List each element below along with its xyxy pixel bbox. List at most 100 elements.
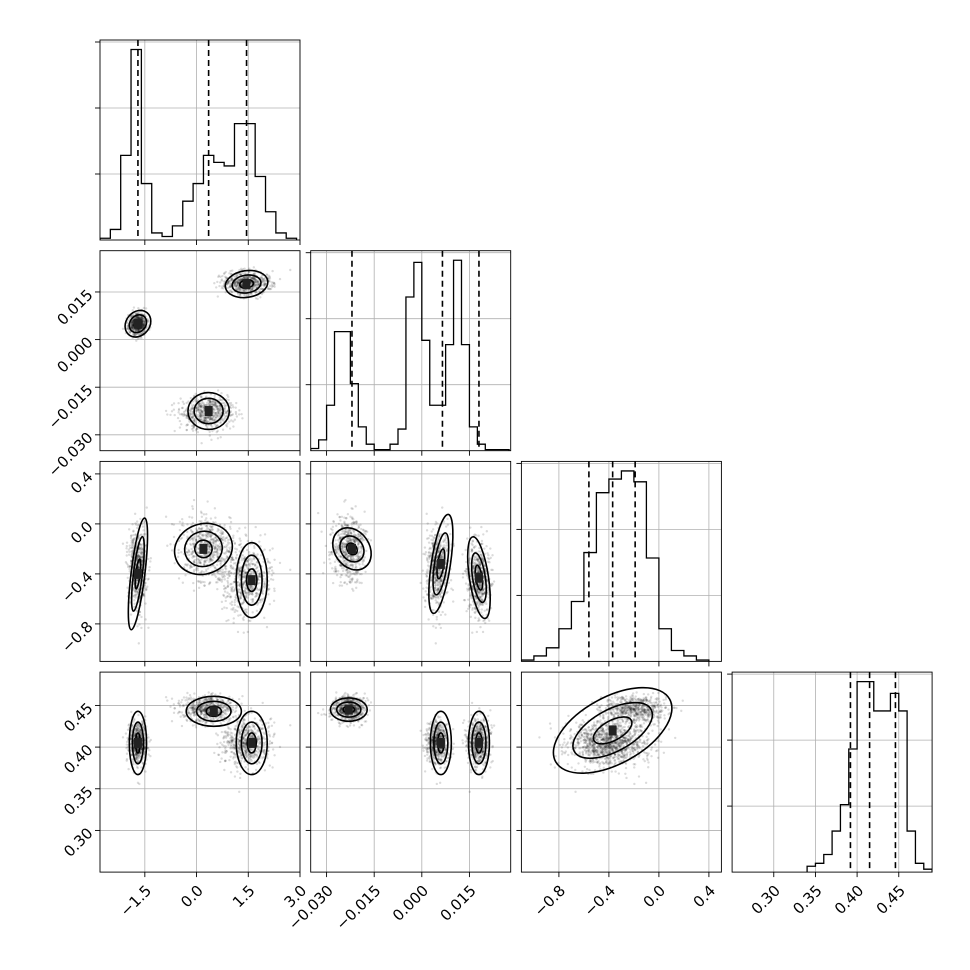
sample-point <box>478 602 482 606</box>
sample-point <box>195 558 198 561</box>
sample-point <box>260 292 264 296</box>
sample-point <box>182 402 186 406</box>
sample-point <box>135 523 138 526</box>
sample-point <box>141 547 144 551</box>
sample-point <box>128 331 132 335</box>
sample-point <box>208 417 212 421</box>
sample-point <box>260 287 264 291</box>
sample-point <box>212 541 216 545</box>
sample-point <box>232 406 235 409</box>
sample-point <box>214 581 218 584</box>
sample-point <box>216 389 220 392</box>
sample-point <box>203 418 206 422</box>
sample-point <box>195 529 199 533</box>
sample-point <box>185 428 188 432</box>
sample-point <box>229 558 233 562</box>
sample-point <box>138 623 141 626</box>
sample-point <box>240 277 244 280</box>
sample-point <box>191 406 195 409</box>
sample-point <box>131 541 135 544</box>
sample-point <box>266 560 270 563</box>
sample-point <box>236 282 240 285</box>
sample-point <box>351 565 354 569</box>
sample-point <box>131 324 134 328</box>
sample-point <box>263 583 267 586</box>
sample-point <box>199 404 202 408</box>
sample-point <box>249 562 252 565</box>
sample-point <box>209 401 213 404</box>
sample-point <box>130 327 133 330</box>
sample-point <box>350 557 353 560</box>
sample-point <box>129 536 133 540</box>
sample-point <box>229 410 233 413</box>
sample-point <box>468 603 472 606</box>
sample-point <box>201 414 205 418</box>
sample-point <box>441 506 444 509</box>
sample-point <box>424 590 427 593</box>
sample-point <box>184 574 187 577</box>
sample-point <box>214 418 217 421</box>
y-tick-label: 0.0 <box>67 518 97 548</box>
sample-point <box>241 582 245 585</box>
sample-point <box>250 592 254 596</box>
sample-point <box>243 576 247 579</box>
sample-point <box>131 542 135 546</box>
sample-point <box>449 532 452 536</box>
sample-point <box>224 411 228 415</box>
panel-2-0: −0.8−0.40.00.4 <box>58 460 301 667</box>
sample-point <box>227 570 230 573</box>
sample-point <box>192 425 196 428</box>
sample-point <box>213 536 216 540</box>
sample-point <box>210 533 213 536</box>
sample-point <box>230 291 233 294</box>
sample-point <box>212 556 215 559</box>
sample-point <box>133 512 137 516</box>
sample-point <box>204 519 207 522</box>
sample-point <box>237 576 240 579</box>
sample-point <box>202 570 206 574</box>
sample-point <box>214 540 217 543</box>
sample-point <box>227 550 231 553</box>
sample-point <box>215 539 219 542</box>
sample-point <box>344 529 348 533</box>
sample-point <box>147 319 150 323</box>
sample-point <box>231 404 234 407</box>
sample-point <box>229 406 233 410</box>
sample-point <box>235 280 239 283</box>
sample-point <box>257 588 260 592</box>
sample-point <box>481 592 485 595</box>
sample-point <box>243 589 246 592</box>
sample-point <box>228 289 231 292</box>
sample-point <box>211 520 215 524</box>
sample-point <box>230 277 233 280</box>
sample-point <box>192 544 195 547</box>
histogram-bars <box>310 259 510 451</box>
sample-point <box>216 437 220 440</box>
sample-point <box>206 543 210 546</box>
sample-point <box>273 587 276 590</box>
sample-point <box>138 547 141 550</box>
sample-point <box>357 533 361 536</box>
sample-point <box>245 560 249 563</box>
sample-point <box>222 594 226 598</box>
sample-point <box>128 570 131 573</box>
sample-point <box>138 547 141 551</box>
y-tick-label: −0.015 <box>45 381 97 433</box>
sample-point <box>228 548 232 551</box>
sample-point <box>136 311 139 315</box>
sample-point <box>232 420 235 423</box>
sample-point <box>229 404 232 407</box>
sample-point <box>226 579 229 583</box>
sample-point <box>128 564 132 568</box>
sample-point <box>433 533 437 537</box>
sample-point <box>439 579 443 583</box>
sample-point <box>233 598 237 602</box>
sample-point <box>221 607 224 611</box>
sample-point <box>484 621 487 625</box>
sample-point <box>218 404 222 408</box>
sample-point <box>246 539 250 543</box>
sample-point <box>135 579 139 582</box>
sample-point <box>251 558 254 561</box>
sample-point <box>135 339 138 342</box>
